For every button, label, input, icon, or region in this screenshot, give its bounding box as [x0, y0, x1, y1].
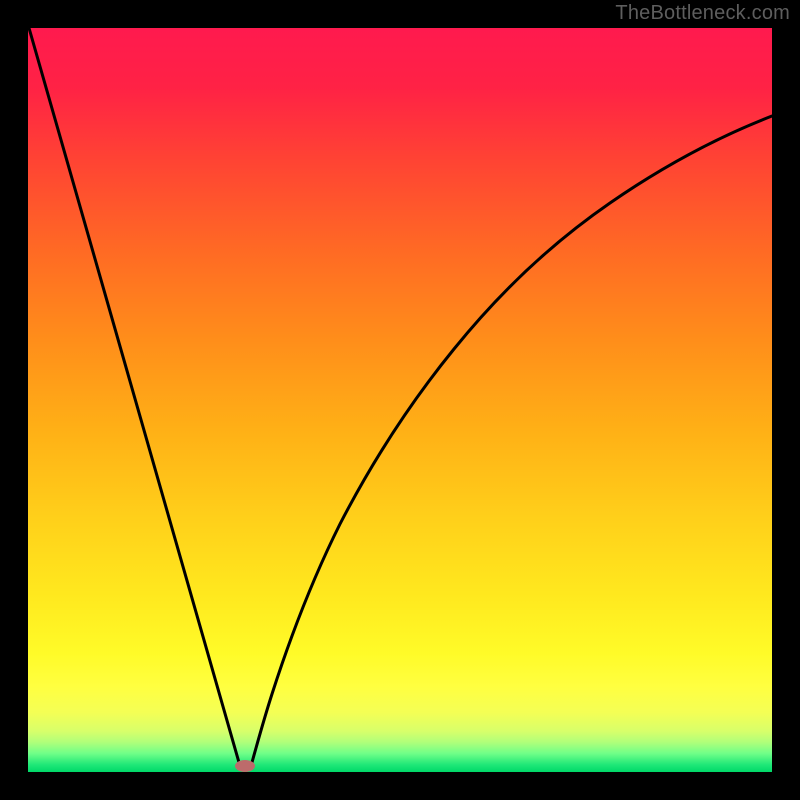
optimum-marker	[235, 760, 255, 772]
plot-background	[28, 28, 772, 772]
chart-frame: TheBottleneck.com	[0, 0, 800, 800]
bottleneck-chart	[0, 0, 800, 800]
